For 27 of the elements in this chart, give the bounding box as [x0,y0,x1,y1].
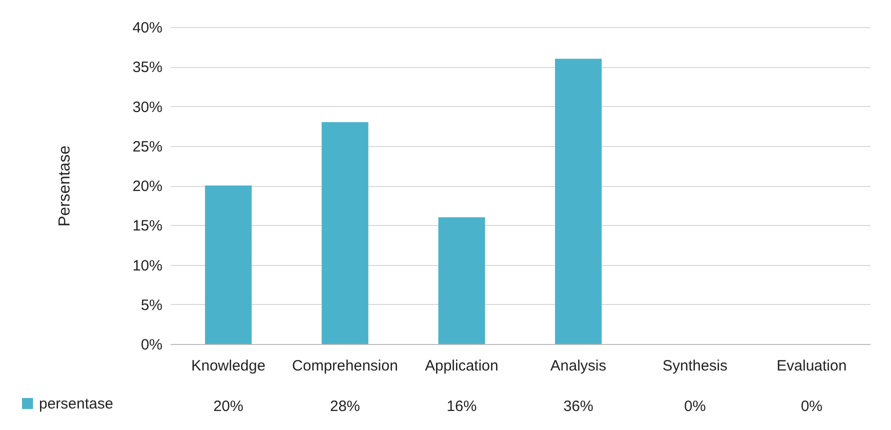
data-label: 20% [213,398,244,415]
y-tick-label: 40% [132,20,162,36]
bar [555,58,602,344]
data-label: 0% [684,398,706,415]
data-label: 0% [800,398,823,415]
data-label: 16% [446,398,477,415]
x-tick-label: Analysis [550,358,606,374]
y-tick-label: 10% [132,257,162,274]
y-tick-label: 20% [132,178,162,195]
y-tick-label: 35% [132,59,162,76]
x-tick-label: Knowledge [191,358,266,374]
y-tick-label: 0% [140,336,162,354]
y-axis-title: Persentase [56,145,74,226]
y-tick-label: 5% [140,296,162,314]
data-label: 36% [563,398,594,415]
bar [322,122,368,344]
data-label: 28% [330,398,360,415]
bar [205,186,252,344]
legend-label: persentase [39,396,114,412]
x-tick-label: Synthesis [662,358,728,374]
y-tick-label: 15% [132,218,162,235]
x-tick-label: Application [424,358,498,374]
bar [438,217,485,344]
x-tick-label: Evaluation [776,358,847,374]
y-tick-label: 25% [132,138,162,156]
y-tick-label: 30% [132,98,162,116]
x-tick-label: Comprehension [292,358,398,374]
